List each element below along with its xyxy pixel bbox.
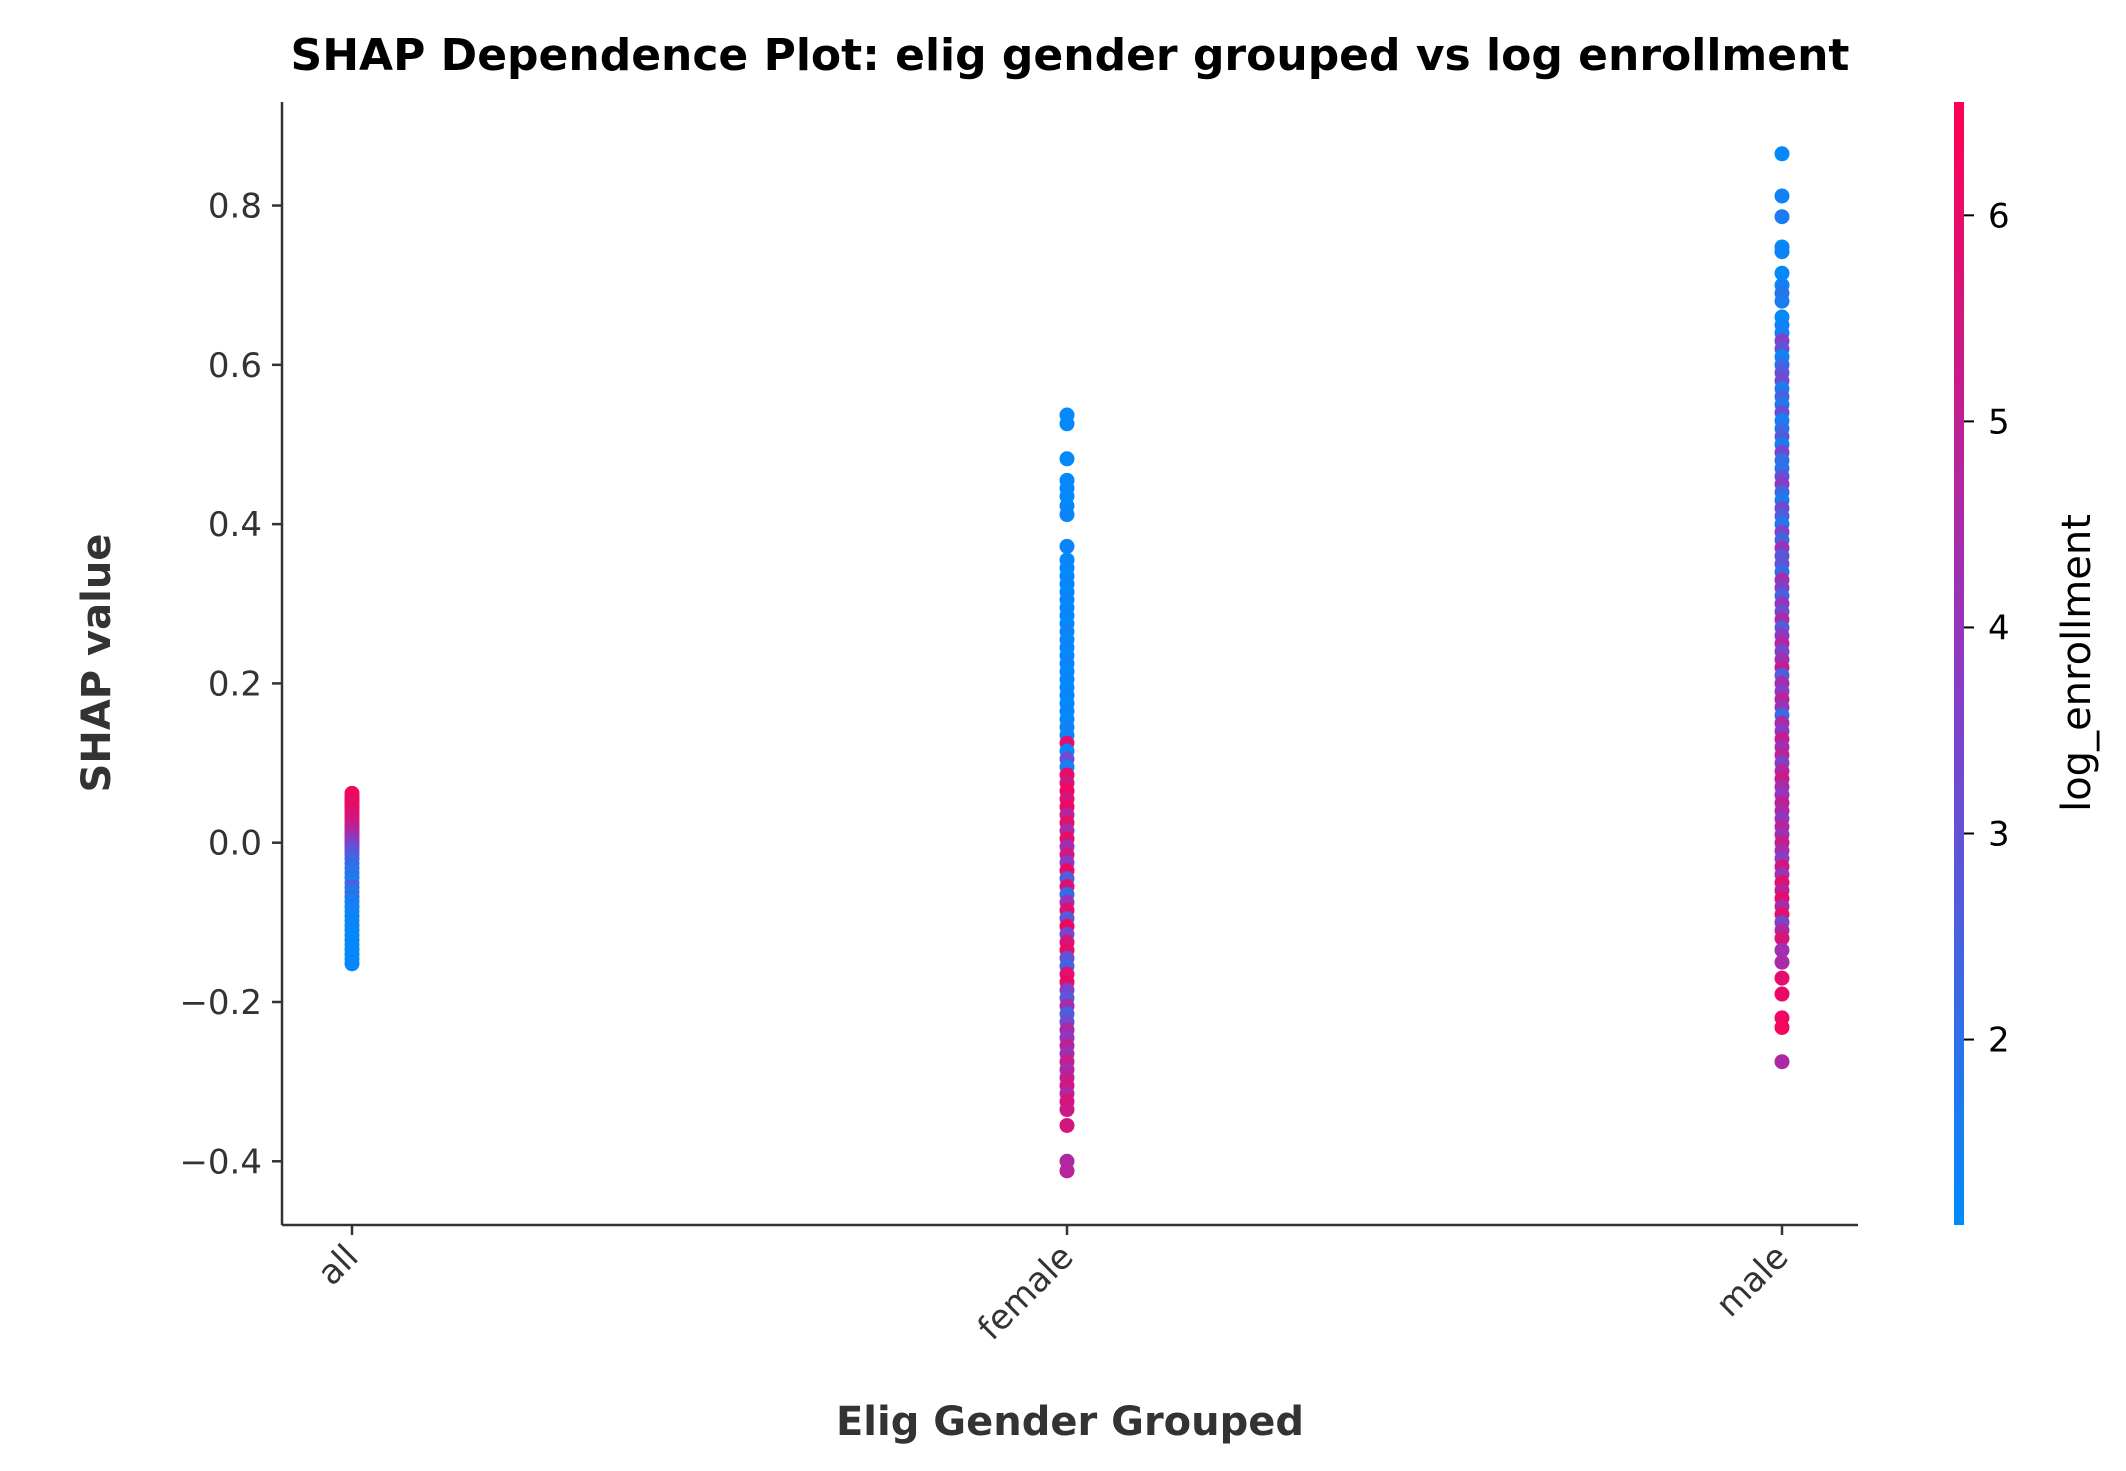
scatter-point-female (1059, 507, 1075, 523)
y-tick-label: −0.4 (179, 1142, 262, 1182)
colorbar: 2 3 4 5 6 log_enrollment (1954, 102, 2100, 1225)
scatter-point-male (1774, 209, 1790, 225)
y-tick-label: 0.2 (208, 664, 262, 704)
scatter-point-female (1059, 1117, 1075, 1133)
colorbar-tick-label: 2 (1988, 1021, 2010, 1061)
x-tick-label: female (970, 1237, 1081, 1348)
x-tick-label: male (1708, 1237, 1796, 1325)
colorbar-tick-label: 3 (1988, 814, 2010, 854)
y-tick-label: 0.0 (208, 824, 262, 864)
scatter-point-female (1059, 538, 1075, 554)
scatter-point-male (1774, 265, 1790, 281)
scatter-point-female (1059, 451, 1075, 467)
scatter-point-male (1774, 986, 1790, 1002)
scatter-point-male (1774, 244, 1790, 260)
plot-area: −0.4 −0.2 0.0 0.2 0.4 0.6 0.8 all female male (179, 102, 1858, 1348)
scatter-point-male (1774, 1019, 1790, 1035)
scatter-point-male (1774, 146, 1790, 162)
scatter-point-female (1059, 1102, 1075, 1118)
scatter-point-male (1774, 293, 1790, 309)
y-tick-label: 0.4 (208, 505, 262, 545)
y-ticks: −0.4 −0.2 0.0 0.2 0.4 0.6 0.8 (179, 187, 282, 1182)
scatter-point-male (1774, 1054, 1790, 1070)
scatter-point-male (1774, 942, 1790, 958)
colorbar-label: log_enrollment (2054, 514, 2100, 812)
x-ticks: all female male (310, 1225, 1796, 1348)
y-tick-label: 0.6 (208, 346, 262, 386)
scatter-point-female (1059, 416, 1075, 432)
y-axis-label: SHAP value (74, 534, 120, 793)
scatter-point-male (1774, 930, 1790, 946)
colorbar-gradient (1954, 102, 1964, 1225)
scatter-point-male (1774, 970, 1790, 986)
y-tick-label: 0.8 (208, 187, 262, 227)
colorbar-ticks: 2 3 4 5 6 (1964, 196, 2010, 1061)
scatter-point-all (344, 956, 360, 972)
x-axis-label: Elig Gender Grouped (836, 1399, 1304, 1445)
scatter-point-female (1059, 1163, 1075, 1179)
colorbar-tick-label: 5 (1988, 402, 2010, 442)
x-tick-label: all (310, 1237, 366, 1293)
scatter-point-male (1774, 954, 1790, 970)
chart-title: SHAP Dependence Plot: elig gender groupe… (291, 30, 1850, 81)
y-tick-label: −0.2 (179, 983, 262, 1023)
scatter-points (344, 146, 1790, 1179)
colorbar-tick-label: 6 (1988, 196, 2010, 236)
scatter-point-male (1774, 188, 1790, 204)
colorbar-tick-label: 4 (1988, 608, 2010, 648)
